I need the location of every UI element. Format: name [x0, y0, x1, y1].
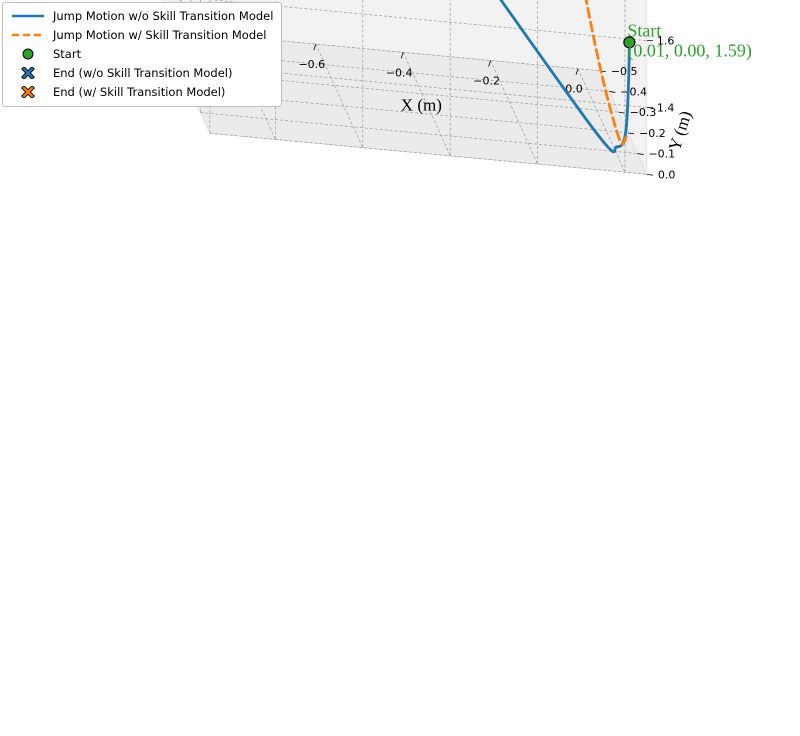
y-tick-label: −0.4: [620, 85, 647, 98]
z-tick-label: 1.6: [657, 35, 675, 48]
legend-end-wo-marker: [21, 67, 35, 79]
legend-label: End (w/ Skill Transition Model): [53, 85, 226, 99]
y-tick-mark: [618, 111, 625, 114]
annotation-coordinates: (0.01, 0.00, 1.59): [627, 40, 752, 61]
legend-label: Jump Motion w/o Skill Transition Model: [53, 9, 274, 23]
legend-item-start: Start: [11, 45, 81, 63]
x-tick-label: −0.6: [298, 58, 325, 71]
x-gridline-floor: [490, 60, 538, 165]
y-tick-mark: [609, 91, 616, 93]
legend-blue-line-swatch: [12, 14, 44, 18]
y-tick-mark: [637, 153, 644, 155]
y-gridline-floor: [172, 50, 610, 92]
y-tick-label: 0.0: [658, 168, 676, 181]
x-tick-label: −0.2: [473, 75, 500, 88]
series-lines: [499, 0, 631, 154]
legend-item-end-w: End (w/ Skill Transition Model): [11, 83, 225, 101]
y-tick-mark: [627, 132, 635, 135]
x-gridline-floor: [315, 43, 364, 148]
x-gridline-floor: [402, 52, 451, 156]
x-tick-label: 0.0: [565, 83, 583, 96]
legend-item-end-wo: End (w/o Skill Transition Model): [11, 64, 232, 82]
y-tick-label: −0.2: [639, 127, 666, 140]
legend-orange-line-swatch: [12, 33, 44, 37]
x-gridline-floor: [577, 68, 626, 173]
y-gridline-floor: [209, 132, 647, 175]
y-tick-label: −0.1: [648, 148, 675, 161]
y-tick-mark: [646, 173, 653, 176]
legend-label: Start: [53, 47, 82, 61]
y-tick-label: −0.3: [630, 106, 657, 119]
legend-end-w-marker: [21, 86, 35, 98]
start-marker: [623, 36, 636, 49]
y-gridline-floor: [200, 112, 638, 154]
y-gridline-floor: [191, 91, 629, 134]
x-tick-mark: [575, 68, 579, 75]
legend-start-marker: [22, 48, 34, 60]
markers: [623, 36, 636, 49]
legend-label: Jump Motion w/ Skill Transition Model: [53, 28, 267, 42]
legend: Jump Motion w/o Skill Transition Model J…: [2, 2, 282, 107]
legend-item-orange-line: Jump Motion w/ Skill Transition Model: [11, 26, 266, 44]
legend-label: End (w/o Skill Transition Model): [53, 66, 233, 80]
y-gridline-floor: [181, 70, 619, 113]
legend-item-blue-line: Jump Motion w/o Skill Transition Model: [11, 7, 273, 25]
x-tick-mark: [400, 52, 404, 59]
series-line-with-model: [584, 0, 628, 146]
y-gridline-floor: [162, 29, 600, 72]
x-tick-mark: [313, 43, 317, 51]
x-tick-mark: [488, 60, 491, 67]
y-tick-label: −0.5: [611, 65, 638, 78]
x-axis-label: X (m): [401, 95, 442, 114]
ticks: −0.8−0.6−0.4−0.20.00.0−0.1−0.2−0.3−0.4−0…: [211, 35, 696, 182]
annotations: Start(0.01, 0.00, 1.59)End(-0.10, -0.29,…: [627, 20, 752, 61]
annotation-title: Start: [627, 20, 661, 40]
z-tick-label: 1.4: [657, 101, 675, 114]
z-gridline-back: [209, 0, 647, 41]
x-tick-label: −0.4: [386, 66, 413, 79]
y-axis-label: Y (m): [665, 109, 696, 153]
